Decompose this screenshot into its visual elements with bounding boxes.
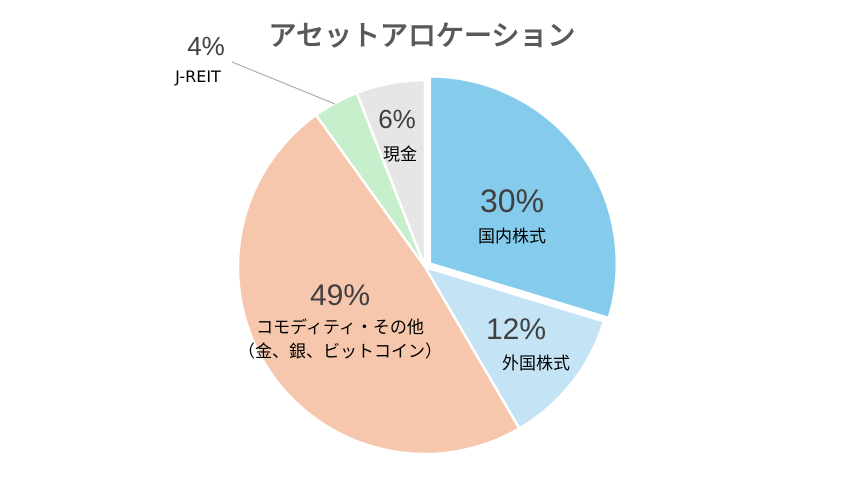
slice-name-label: 国内株式 xyxy=(478,227,546,247)
pie-slice-3 xyxy=(236,113,522,456)
slice-name-label: J-REIT xyxy=(174,67,221,86)
slice-name-label: 現金 xyxy=(383,145,417,165)
slice-percent-label: 4% xyxy=(187,31,225,61)
chart-title: アセットアロケーション xyxy=(269,19,576,52)
slices-layer xyxy=(236,75,619,456)
slice-name-label: コモディティ・その他 xyxy=(256,317,424,338)
slice-percent-label: 49% xyxy=(310,279,370,312)
slice-name-label: 外国株式 xyxy=(502,354,570,374)
slice-percent-label: 12% xyxy=(486,313,546,346)
slice-name-label: （金、銀、ビットコイン） xyxy=(238,342,442,362)
slice-percent-label: 30% xyxy=(480,183,544,219)
pie-slice-5 xyxy=(355,78,427,268)
leader-line xyxy=(231,61,336,105)
labels-layer: 30% 国内株式 12% 外国株式 49% コモディティ・その他 （金、銀、ビットコイン） 4… xyxy=(174,31,570,374)
pie-slice-1 xyxy=(428,75,619,320)
pie-slice-2 xyxy=(422,264,606,431)
slice-percent-label: 6% xyxy=(378,104,416,134)
